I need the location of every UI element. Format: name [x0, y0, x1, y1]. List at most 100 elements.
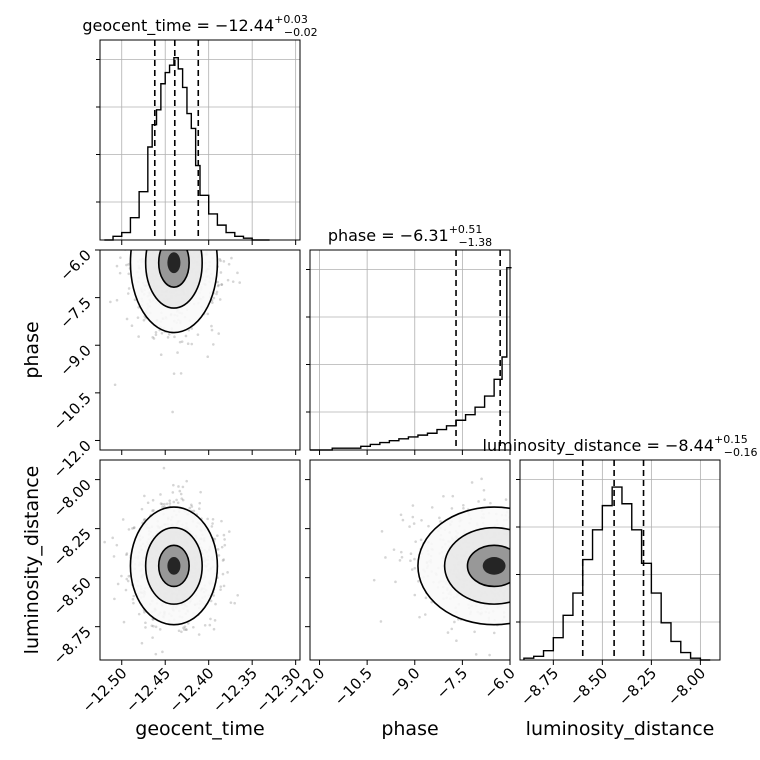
- scatter-point: [227, 262, 231, 266]
- scatter-point: [155, 246, 158, 249]
- scatter-point: [162, 466, 166, 470]
- scatter-point: [510, 624, 513, 627]
- scatter-point: [510, 577, 513, 580]
- scatter-point: [510, 603, 513, 606]
- scatter-point: [474, 653, 478, 656]
- scatter-point: [510, 562, 513, 565]
- scatter-point: [439, 520, 442, 523]
- scatter-point: [173, 247, 176, 250]
- scatter-point: [510, 554, 513, 557]
- scatter-point: [510, 556, 513, 559]
- scatter-point: [129, 246, 132, 249]
- scatter-point: [160, 331, 164, 335]
- scatter-point: [192, 246, 195, 249]
- scatter-point: [196, 247, 199, 250]
- scatter-point: [178, 489, 182, 493]
- scatter-point: [510, 595, 513, 598]
- scatter-point: [451, 494, 455, 498]
- scatter-point: [171, 410, 174, 414]
- scatter-point: [510, 535, 513, 538]
- scatter-point: [222, 558, 226, 561]
- scatter-point: [109, 300, 112, 304]
- scatter-point: [510, 577, 513, 580]
- scatter-point: [173, 246, 176, 249]
- scatter-point: [510, 581, 513, 584]
- scatter-point: [510, 579, 513, 582]
- scatter-point: [165, 246, 168, 249]
- scatter-point: [510, 608, 513, 611]
- scatter-point: [510, 558, 513, 561]
- scatter-point: [143, 494, 146, 498]
- scatter-point: [217, 247, 220, 250]
- scatter-point: [510, 596, 513, 599]
- scatter-point: [192, 247, 195, 250]
- scatter-point: [220, 519, 223, 523]
- scatter-point: [129, 246, 132, 249]
- scatter-point: [163, 247, 166, 250]
- y-tick-label: −8.00: [50, 476, 95, 521]
- scatter-point: [510, 522, 513, 525]
- scatter-point: [510, 584, 513, 587]
- scatter-point: [148, 247, 151, 250]
- scatter-point: [151, 509, 154, 513]
- scatter-point: [510, 572, 513, 575]
- scatter-point: [220, 283, 224, 286]
- scatter-point: [194, 246, 197, 249]
- scatter-point: [182, 247, 185, 250]
- scatter-point: [510, 566, 513, 569]
- xlabel-luminosity-distance: luminosity_distance: [526, 718, 715, 740]
- scatter-point: [510, 576, 513, 579]
- scatter-point: [164, 246, 167, 249]
- scatter-point: [123, 246, 126, 249]
- scatter-point: [510, 585, 513, 588]
- scatter-point: [218, 298, 222, 301]
- scatter-point: [420, 518, 423, 522]
- scatter-point: [510, 625, 513, 628]
- scatter-point: [384, 556, 387, 559]
- scatter-point: [510, 570, 513, 573]
- scatter-point: [169, 247, 172, 250]
- scatter-point: [162, 247, 165, 250]
- scatter-point: [408, 525, 411, 528]
- scatter-point: [187, 246, 190, 249]
- scatter-point: [510, 556, 513, 559]
- scatter-point: [510, 559, 513, 562]
- scatter-point: [510, 575, 513, 578]
- scatter-point: [510, 551, 513, 554]
- scatter-point: [231, 280, 235, 283]
- scatter-point: [510, 538, 513, 541]
- scatter-point: [510, 556, 513, 559]
- scatter-point: [510, 538, 513, 541]
- scatter-point: [510, 614, 513, 617]
- scatter-point: [173, 335, 176, 339]
- scatter-point: [132, 246, 135, 249]
- scatter-point: [510, 584, 513, 587]
- scatter-point: [409, 559, 412, 563]
- ylabel-luminosity-distance: luminosity_distance: [21, 466, 43, 655]
- xlabel-phase: phase: [381, 718, 438, 740]
- x-tick-label: −7.5: [433, 664, 471, 702]
- scatter-point: [212, 594, 215, 597]
- scatter-point: [204, 247, 207, 250]
- scatter-point: [133, 246, 136, 249]
- scatter-point: [510, 589, 513, 592]
- scatter-point: [510, 611, 513, 614]
- scatter-point: [168, 499, 171, 502]
- scatter-point: [510, 617, 513, 620]
- scatter-point: [230, 256, 233, 260]
- scatter-point: [510, 580, 513, 583]
- scatter-point: [229, 601, 233, 604]
- scatter-point: [510, 612, 513, 615]
- scatter-point: [510, 579, 513, 582]
- scatter-point: [163, 246, 166, 249]
- scatter-point: [510, 590, 513, 593]
- scatter-point: [227, 530, 231, 533]
- scatter-point: [136, 246, 139, 249]
- scatter-point: [510, 553, 513, 556]
- scatter-point: [510, 536, 513, 539]
- scatter-point: [510, 599, 513, 602]
- scatter-point: [132, 601, 135, 605]
- scatter-point: [161, 246, 164, 249]
- scatter-point: [209, 599, 213, 603]
